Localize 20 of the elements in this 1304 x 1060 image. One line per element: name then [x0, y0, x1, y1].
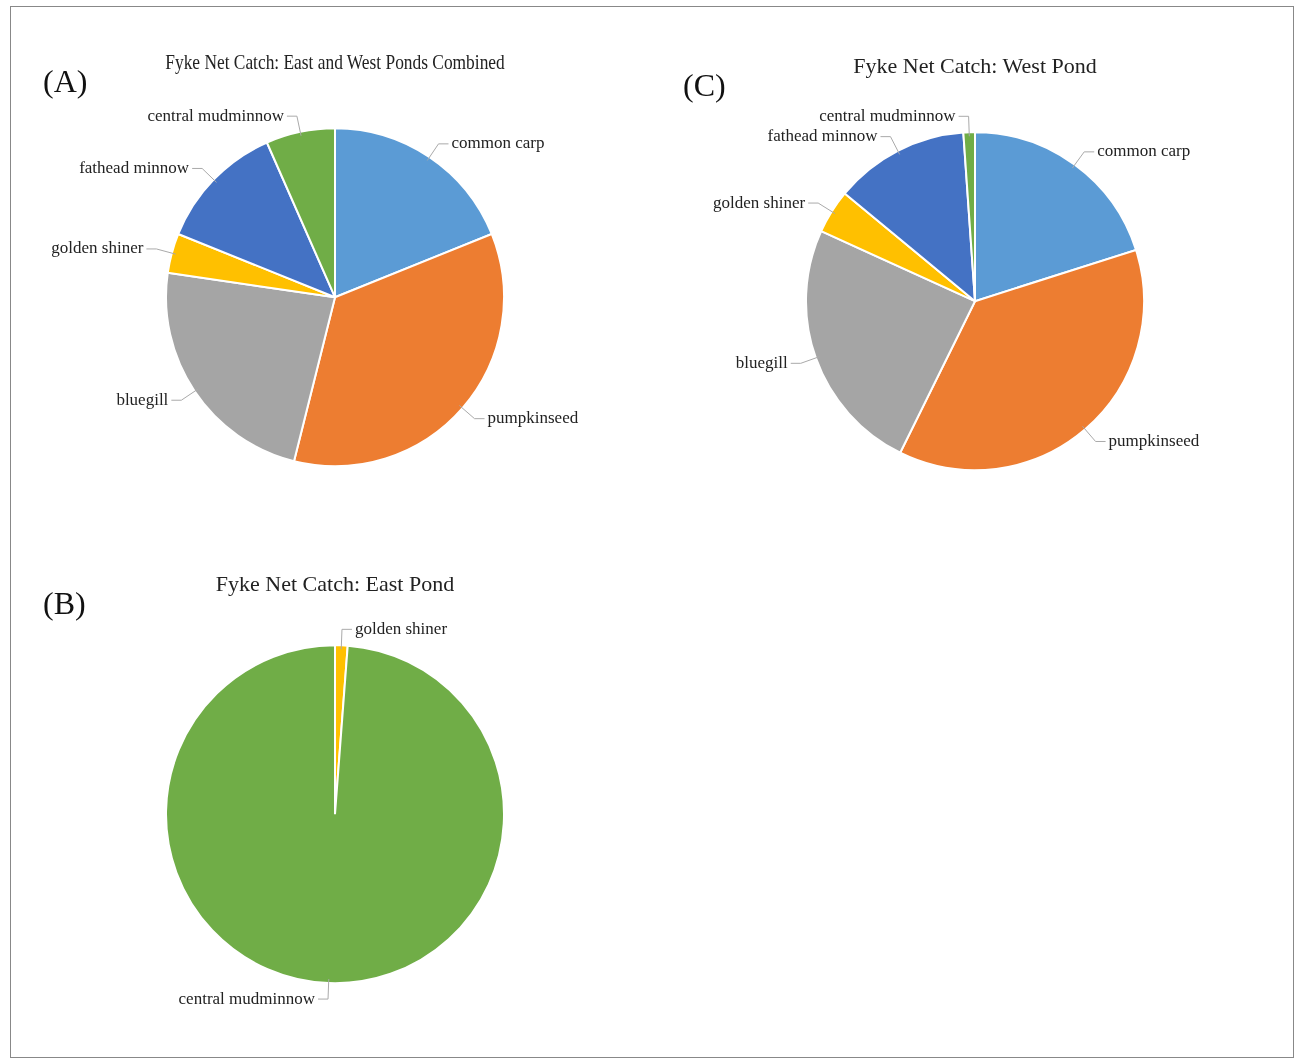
text: (A): [43, 63, 88, 100]
slice-label: pumpkinseed: [487, 408, 579, 428]
slice-label: fathead minnow: [79, 157, 190, 177]
slice-label: bluegill: [116, 389, 169, 409]
slice-label: golden shiner: [713, 192, 806, 212]
text: (B): [43, 585, 86, 622]
slice-label: pumpkinseed: [1108, 430, 1200, 450]
slice-label: common carp: [1097, 141, 1191, 161]
slice-label: bluegill: [735, 352, 788, 372]
slice-label: common carp: [451, 133, 545, 153]
chart-title: Fyke Net Catch: East Pond: [215, 570, 455, 596]
slice-label: central mudminnow: [178, 988, 316, 1008]
slice-label: fathead minnow: [767, 126, 879, 146]
slice-label: golden shiner: [51, 238, 144, 258]
chart-title: Fyke Net Catch: East and West Ponds Combined: [165, 49, 505, 74]
slice-label: golden shiner: [354, 618, 448, 638]
chart-title: Fyke Net Catch: West Pond: [853, 52, 1097, 78]
slice-label: central mudminnow: [819, 105, 957, 125]
slice-label: central mudminnow: [147, 105, 285, 125]
text: (C): [683, 67, 726, 104]
